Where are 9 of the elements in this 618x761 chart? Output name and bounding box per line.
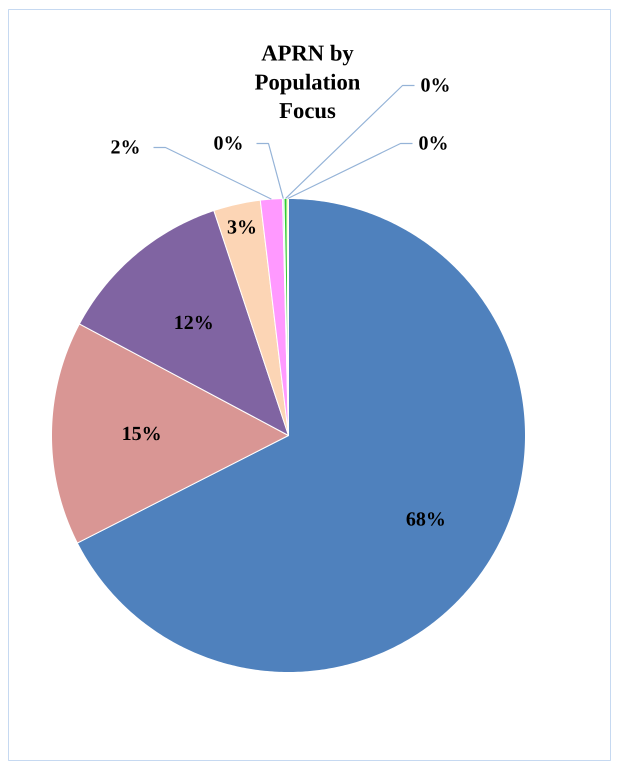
data-label: 15% bbox=[122, 423, 162, 446]
data-label: 2% bbox=[110, 136, 140, 158]
data-label: 3% bbox=[226, 216, 257, 238]
data-label: 12% bbox=[174, 312, 214, 334]
chart-title: APRN by Population Focus bbox=[254, 40, 361, 123]
data-label: 0% bbox=[214, 132, 244, 154]
data-label: 0% bbox=[418, 132, 448, 154]
data-label: 0% bbox=[420, 74, 450, 96]
data-label: 68% bbox=[406, 508, 446, 531]
